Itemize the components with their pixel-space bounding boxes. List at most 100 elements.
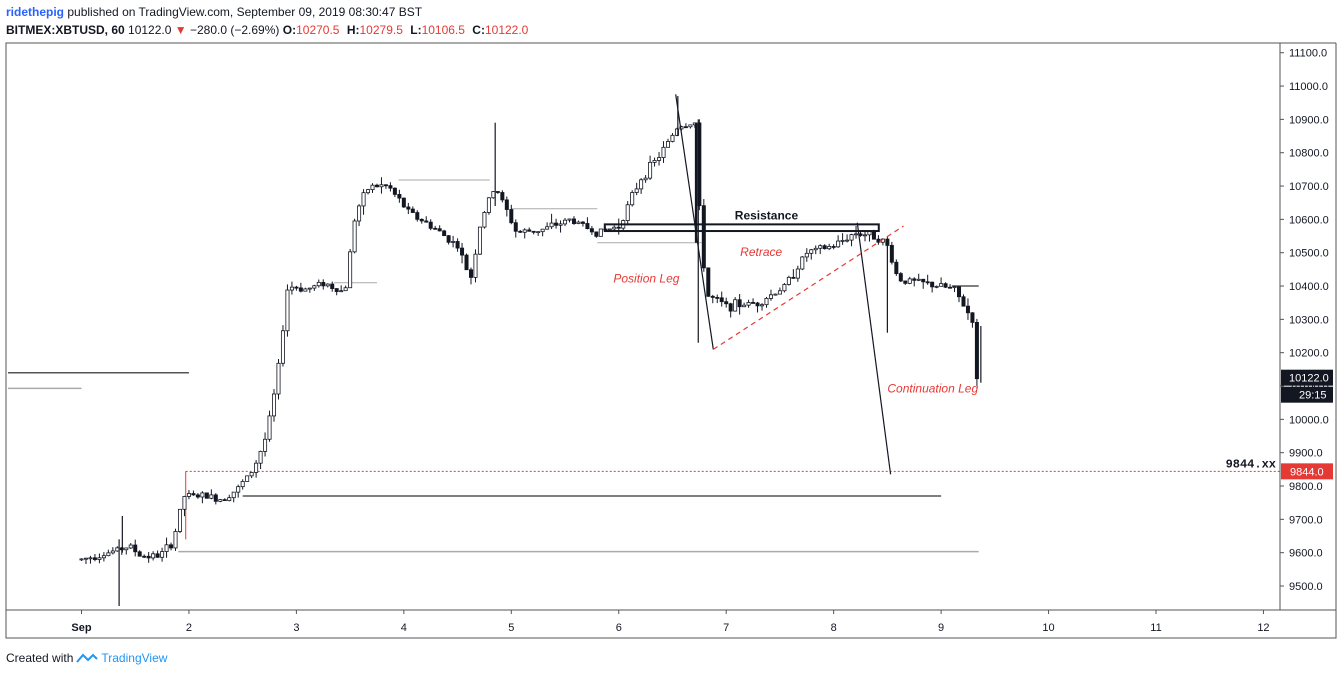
author-link[interactable]: ridethepig <box>6 5 65 19</box>
candle-body <box>509 209 514 224</box>
time-axis-frame <box>5 609 1337 639</box>
candle <box>639 178 644 194</box>
candle <box>406 202 411 215</box>
candle-body <box>321 281 326 287</box>
candle <box>952 285 957 293</box>
candle <box>589 226 594 235</box>
candle-body <box>110 550 115 554</box>
low-label: L: <box>410 23 422 37</box>
candle <box>473 249 478 283</box>
candle-body <box>294 286 299 289</box>
candle-body <box>388 185 393 189</box>
candle-body <box>970 312 975 323</box>
candle-body <box>401 197 406 208</box>
candle <box>580 221 585 227</box>
candle-body <box>643 177 648 181</box>
target-price-tag-bg <box>1281 463 1333 480</box>
candle-body <box>446 235 451 243</box>
candle <box>491 191 496 199</box>
retrace-trendline <box>712 225 904 350</box>
candle <box>348 248 353 289</box>
candle <box>840 233 845 245</box>
candle <box>760 303 765 311</box>
candle <box>688 124 693 129</box>
candle-body <box>531 230 536 233</box>
candle <box>504 196 509 217</box>
candle-body <box>612 226 617 230</box>
candle <box>786 275 791 286</box>
candle-body <box>410 208 415 213</box>
candle-body <box>921 278 926 283</box>
x-tick-label: 2 <box>186 622 192 634</box>
candle <box>177 508 182 534</box>
candle <box>433 225 438 230</box>
candle-body <box>952 286 957 289</box>
last-value: 10122.0 <box>128 23 172 37</box>
tradingview-link[interactable]: TradingView <box>101 651 168 665</box>
candle <box>307 287 312 293</box>
candle-body <box>361 192 366 207</box>
candle-body <box>88 557 93 560</box>
candle <box>536 231 541 236</box>
candle-body <box>974 322 979 380</box>
candle-body <box>616 226 621 229</box>
candle-body <box>357 205 362 222</box>
candle <box>545 222 550 230</box>
candle <box>768 289 773 301</box>
candle-body <box>549 222 554 228</box>
time-axis[interactable]: Sep 2 3 4 5 6 7 8 9 10 11 12 <box>71 610 1270 634</box>
candle <box>576 220 581 225</box>
y-tick-label: 10000.0 <box>1289 414 1329 426</box>
candle <box>509 204 514 225</box>
retrace-label: Retrace <box>740 245 782 259</box>
candle-body <box>222 499 227 502</box>
candle <box>500 190 505 203</box>
candle-body <box>598 228 603 237</box>
candle <box>495 191 500 194</box>
candle-body <box>195 494 200 498</box>
candle-body <box>115 547 120 552</box>
candle-body <box>442 230 447 237</box>
candle <box>925 274 930 285</box>
candle <box>755 301 760 313</box>
candle-body <box>777 290 782 295</box>
candle-body <box>724 301 729 305</box>
price-axis[interactable]: 9500.0 9600.0 9700.0 9800.0 9900.0 10000.0 101… <box>1280 48 1329 593</box>
candle-body <box>469 269 474 278</box>
candle <box>737 294 742 315</box>
candle <box>169 542 174 551</box>
candle <box>146 551 151 563</box>
candle-body <box>764 297 769 306</box>
candle-body <box>339 290 344 293</box>
candle <box>746 299 751 308</box>
candle <box>728 302 733 318</box>
candle-body <box>101 555 106 559</box>
last-price-tag: 10122.0 <box>1289 373 1329 385</box>
candle-body <box>751 302 756 304</box>
candle <box>128 543 133 549</box>
candle <box>79 558 84 561</box>
candle <box>254 460 259 478</box>
candle <box>312 284 317 291</box>
candle-body <box>92 557 97 560</box>
y-tick-label: 10500.0 <box>1289 248 1329 260</box>
candle <box>634 182 639 196</box>
candle <box>701 199 706 272</box>
candle <box>715 294 720 304</box>
candle <box>522 228 527 239</box>
candle <box>289 281 294 295</box>
candle-body <box>827 246 832 250</box>
candle <box>92 554 97 562</box>
candle-body <box>316 281 321 287</box>
candle <box>948 284 953 289</box>
candle-body <box>540 228 545 233</box>
candle <box>357 204 362 227</box>
candle <box>670 133 675 143</box>
candle <box>428 219 433 231</box>
candle <box>218 498 223 503</box>
candle-body <box>648 161 653 179</box>
candle <box>142 554 147 559</box>
candle-body <box>545 226 550 230</box>
continuation-leg-line <box>856 222 892 475</box>
